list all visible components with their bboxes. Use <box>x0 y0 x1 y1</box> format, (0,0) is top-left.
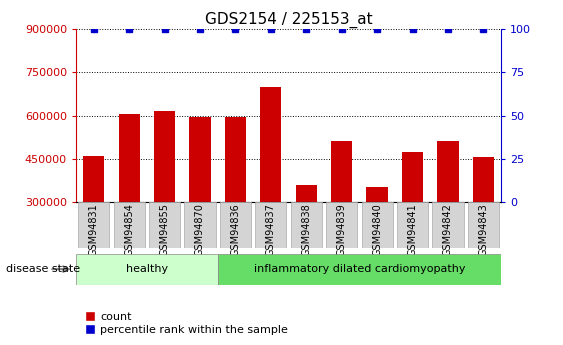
Text: GSM94843: GSM94843 <box>479 203 488 256</box>
Text: GSM94836: GSM94836 <box>230 203 240 256</box>
Bar <box>225 117 246 202</box>
Bar <box>76 254 218 285</box>
Bar <box>149 202 180 248</box>
Bar <box>331 141 352 202</box>
Bar <box>185 202 216 248</box>
Bar <box>218 254 501 285</box>
Bar <box>361 202 392 248</box>
Bar <box>402 151 423 202</box>
Text: inflammatory dilated cardiomyopathy: inflammatory dilated cardiomyopathy <box>254 264 465 274</box>
Bar <box>189 117 211 202</box>
Text: GSM94840: GSM94840 <box>372 203 382 256</box>
Bar <box>296 185 317 202</box>
Text: GSM94831: GSM94831 <box>89 203 99 256</box>
Text: GSM94839: GSM94839 <box>337 203 347 256</box>
Bar <box>255 202 287 248</box>
Legend: count, percentile rank within the sample: count, percentile rank within the sample <box>82 307 293 339</box>
Bar <box>220 202 251 248</box>
Bar <box>437 141 458 202</box>
Bar <box>119 114 140 202</box>
Text: GSM94870: GSM94870 <box>195 203 205 256</box>
Bar <box>78 202 109 248</box>
Text: GSM94838: GSM94838 <box>301 203 311 256</box>
Title: GDS2154 / 225153_at: GDS2154 / 225153_at <box>205 12 372 28</box>
Bar <box>432 202 463 248</box>
Bar <box>291 202 322 248</box>
Text: healthy: healthy <box>126 264 168 274</box>
Text: GSM94837: GSM94837 <box>266 203 276 256</box>
Text: GSM94855: GSM94855 <box>159 203 169 256</box>
Bar <box>83 156 104 202</box>
Bar <box>326 202 358 248</box>
Bar <box>114 202 145 248</box>
Text: GSM94841: GSM94841 <box>408 203 418 256</box>
Text: disease state: disease state <box>6 264 80 274</box>
Bar <box>260 87 282 202</box>
Bar <box>473 157 494 202</box>
Bar <box>154 111 175 202</box>
Text: GSM94854: GSM94854 <box>124 203 134 256</box>
Bar <box>397 202 428 248</box>
Text: GSM94842: GSM94842 <box>443 203 453 256</box>
Bar <box>367 187 388 202</box>
Bar <box>468 202 499 248</box>
